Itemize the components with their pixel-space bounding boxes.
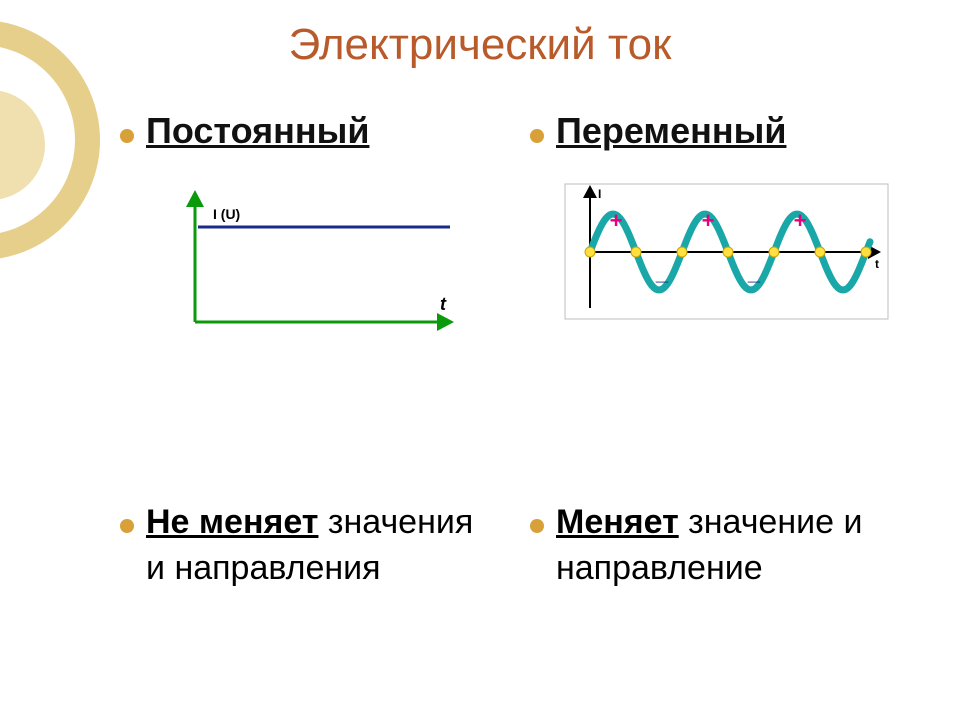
svg-text:t: t xyxy=(440,294,447,314)
column-ac: Переменный + + + _ _ It xyxy=(530,110,930,362)
svg-text:+: + xyxy=(702,208,715,233)
dc-chart: I (U) t xyxy=(150,182,480,362)
caption-ac: Меняет значение и направление xyxy=(530,500,910,592)
svg-text:_: _ xyxy=(655,260,669,285)
caption-dc-bold: Не меняет xyxy=(146,503,318,541)
bullet-icon xyxy=(530,129,544,143)
svg-text:_: _ xyxy=(747,260,761,285)
caption-dc: Не меняет значения и направления xyxy=(120,500,500,592)
caption-ac-bold: Меняет xyxy=(556,503,679,541)
svg-text:I (U): I (U) xyxy=(213,206,240,222)
ac-chart-svg: + + + _ _ It xyxy=(560,182,890,332)
heading-dc: Постоянный xyxy=(146,110,369,152)
heading-row-ac: Переменный xyxy=(530,110,930,152)
svg-text:I: I xyxy=(598,187,601,201)
svg-text:t: t xyxy=(875,257,879,271)
heading-row-dc: Постоянный xyxy=(120,110,520,152)
bullet-icon xyxy=(530,519,544,533)
page-title: Электрический ток xyxy=(0,20,960,70)
ac-chart: + + + _ _ It xyxy=(560,182,890,362)
dc-chart-svg: I (U) t xyxy=(150,182,480,362)
heading-ac: Переменный xyxy=(556,110,786,152)
bullet-icon xyxy=(120,129,134,143)
svg-text:+: + xyxy=(794,208,807,233)
bullet-icon xyxy=(120,519,134,533)
column-dc: Постоянный I (U) t xyxy=(120,110,520,362)
svg-text:+: + xyxy=(610,208,623,233)
